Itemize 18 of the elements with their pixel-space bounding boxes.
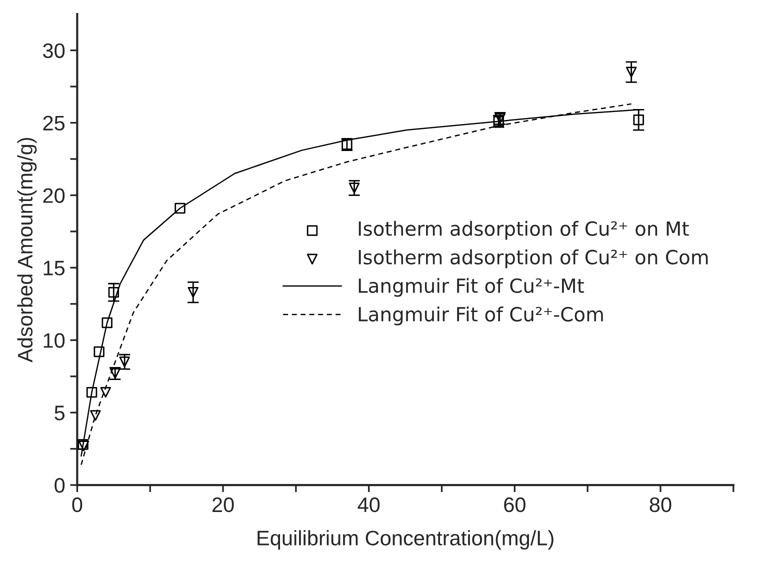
y-tick-label: 20 <box>43 188 65 203</box>
x-tick-label: 20 <box>212 497 234 512</box>
x-tick-label: 60 <box>504 497 526 512</box>
y-tick-label: 30 <box>43 43 65 58</box>
y-tick-label: 15 <box>44 260 65 276</box>
legend-label: Isotherm adsorption of Cu²⁺ on Com <box>358 249 708 268</box>
y-tick-label: 25 <box>43 116 65 131</box>
y-tick-label: 0 <box>54 478 65 493</box>
x-tick-label: 40 <box>358 497 380 512</box>
legend-label: Isotherm adsorption of Cu²⁺ on Mt <box>358 220 689 240</box>
y-tick-label: 5 <box>54 406 65 420</box>
legend-label: Langmuir Fit of Cu²⁺-Mt <box>358 278 584 297</box>
x-tick-label: 0 <box>72 497 82 512</box>
x-tick-label: 80 <box>650 497 672 512</box>
legend-label: Langmuir Fit of Cu²⁺-Com <box>358 306 603 326</box>
y-axis-title: Adsorbed Amount(mg/g) <box>17 138 37 362</box>
x-axis-title: Equilibrium Concentration(mg/L) <box>258 530 554 550</box>
y-tick-label: 10 <box>44 333 65 348</box>
